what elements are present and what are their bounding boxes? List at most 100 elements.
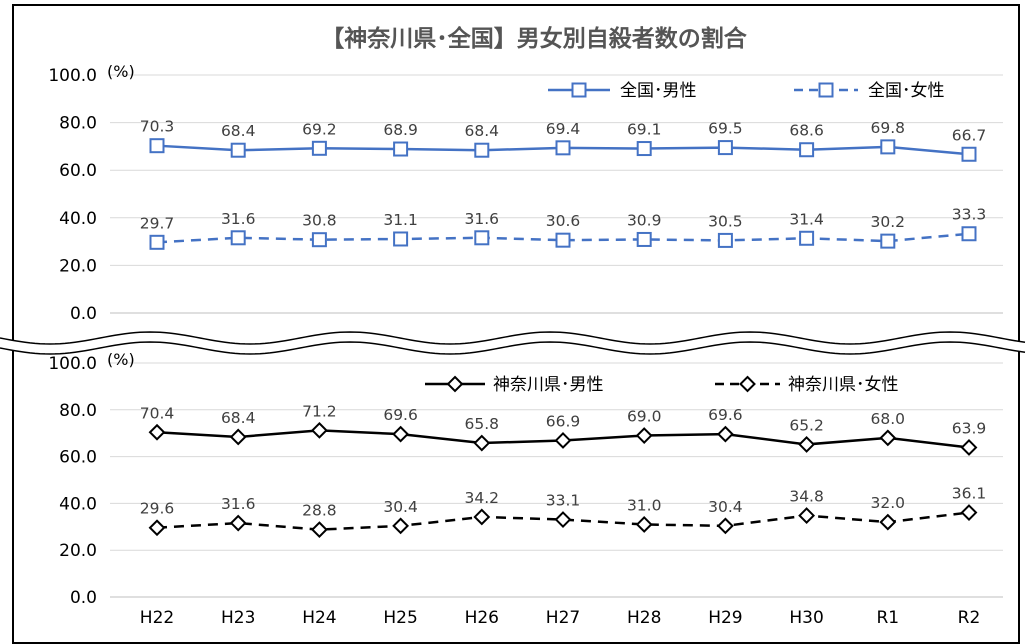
data-point bbox=[149, 138, 165, 154]
data-label: 69.6 bbox=[383, 406, 418, 424]
data-point bbox=[392, 425, 410, 443]
x-tick-label: H26 bbox=[465, 608, 499, 628]
data-label: 30.8 bbox=[302, 212, 337, 230]
data-point bbox=[311, 232, 327, 248]
data-label: 66.9 bbox=[546, 412, 581, 430]
legend-label: 全国･男性 bbox=[620, 81, 697, 101]
series-2-1: 70.4 68.4 71.2 69.6 65.8 66.9 69.0 69.6 65.2 68.0… bbox=[140, 402, 987, 456]
data-label: 68.0 bbox=[871, 410, 906, 428]
data-point bbox=[716, 517, 734, 535]
data-label: 31.4 bbox=[789, 210, 824, 228]
x-tick-label: H28 bbox=[627, 608, 661, 628]
legend-marker bbox=[571, 82, 587, 98]
data-point bbox=[229, 514, 247, 532]
y-tick-label: 60.0 bbox=[59, 448, 97, 468]
data-label: 65.2 bbox=[789, 416, 824, 434]
x-tick-label: H25 bbox=[383, 608, 417, 628]
data-label: 29.6 bbox=[140, 500, 175, 518]
y-tick-label: 40.0 bbox=[59, 209, 97, 229]
y-tick-label: 0.0 bbox=[70, 304, 97, 324]
data-label: 69.6 bbox=[708, 406, 743, 424]
data-point bbox=[798, 507, 816, 524]
data-point bbox=[635, 516, 653, 533]
data-point bbox=[229, 428, 247, 446]
legend-label: 神奈川県･男性 bbox=[493, 375, 604, 395]
data-label: 31.0 bbox=[627, 496, 662, 514]
data-label: 66.7 bbox=[952, 126, 987, 144]
data-point bbox=[879, 513, 897, 531]
data-point bbox=[635, 427, 653, 444]
data-label: 29.7 bbox=[140, 214, 175, 232]
y-tick-label: 60.0 bbox=[59, 161, 97, 181]
data-point bbox=[717, 140, 733, 156]
axis-break bbox=[0, 331, 1027, 355]
data-point bbox=[555, 140, 571, 156]
y-tick-label: 20.0 bbox=[59, 256, 97, 276]
data-label: 69.2 bbox=[302, 120, 337, 138]
legend-label: 全国･女性 bbox=[868, 81, 945, 101]
data-label: 70.3 bbox=[140, 118, 175, 136]
data-label: 31.6 bbox=[221, 495, 256, 513]
legend-entry: 神奈川県･男性 bbox=[425, 375, 604, 395]
data-label: 68.4 bbox=[221, 122, 256, 140]
y-tick-label: 80.0 bbox=[59, 114, 97, 134]
data-point bbox=[393, 141, 409, 157]
data-label: 30.4 bbox=[383, 498, 418, 516]
x-tick-label: H24 bbox=[302, 608, 336, 628]
y-tick-label: 80.0 bbox=[59, 401, 97, 421]
data-point bbox=[880, 139, 896, 155]
x-tick-label: H23 bbox=[221, 608, 255, 628]
data-label: 32.0 bbox=[871, 494, 906, 512]
data-point bbox=[310, 421, 328, 439]
data-point bbox=[473, 508, 491, 526]
chart-title: 【神奈川県･全国】男女別自殺者数の割合 bbox=[321, 25, 748, 52]
data-point bbox=[554, 432, 572, 449]
y-unit-label: (%) bbox=[107, 350, 135, 369]
legend-marker bbox=[739, 375, 756, 393]
data-point bbox=[554, 511, 572, 528]
data-point bbox=[961, 226, 977, 242]
data-point bbox=[960, 504, 978, 521]
data-label: 69.0 bbox=[627, 408, 662, 426]
data-point bbox=[230, 230, 246, 246]
data-label: 71.2 bbox=[302, 402, 337, 420]
data-label: 31.6 bbox=[221, 210, 256, 228]
data-point bbox=[148, 423, 166, 441]
legend-marker bbox=[818, 82, 834, 98]
data-point bbox=[392, 517, 410, 535]
data-label: 30.5 bbox=[708, 212, 743, 230]
data-point bbox=[636, 141, 652, 157]
data-point bbox=[149, 234, 165, 250]
data-label: 34.2 bbox=[465, 489, 500, 507]
data-label: 31.6 bbox=[465, 210, 500, 228]
data-label: 65.8 bbox=[465, 415, 500, 433]
data-label: 31.1 bbox=[383, 211, 418, 229]
x-tick-label: H27 bbox=[546, 608, 580, 628]
x-tick-label: H29 bbox=[708, 608, 742, 628]
data-label: 30.2 bbox=[871, 213, 906, 231]
legend-label: 神奈川県･女性 bbox=[788, 375, 899, 395]
data-label: 63.9 bbox=[952, 419, 987, 437]
data-point bbox=[961, 146, 977, 162]
legend-entry: 全国･男性 bbox=[548, 81, 697, 101]
data-label: 69.8 bbox=[871, 119, 906, 137]
data-label: 68.4 bbox=[465, 122, 500, 140]
y-unit-label: (%) bbox=[107, 62, 135, 81]
axis-break-line bbox=[0, 341, 1026, 355]
series-1-1: 70.3 68.4 69.2 68.9 68.4 69.4 69.1 69.5 68.6 69.8… bbox=[140, 118, 987, 162]
y-tick-label: 100.0 bbox=[48, 354, 97, 374]
data-point bbox=[879, 429, 897, 447]
x-tick-label: H30 bbox=[789, 608, 823, 628]
data-point bbox=[960, 439, 978, 456]
data-label: 34.8 bbox=[789, 488, 824, 506]
data-point bbox=[798, 436, 816, 453]
data-label: 30.6 bbox=[546, 212, 581, 230]
data-point bbox=[880, 233, 896, 249]
series-1-2: 29.7 31.6 30.8 31.1 31.6 30.6 30.9 30.5 31.4 30.2… bbox=[140, 206, 986, 250]
data-label: 68.4 bbox=[221, 409, 256, 427]
data-point bbox=[474, 230, 490, 246]
data-point bbox=[474, 142, 490, 158]
y-tick-label: 0.0 bbox=[70, 588, 97, 608]
data-label: 30.9 bbox=[627, 211, 662, 229]
data-label: 30.4 bbox=[708, 498, 743, 516]
